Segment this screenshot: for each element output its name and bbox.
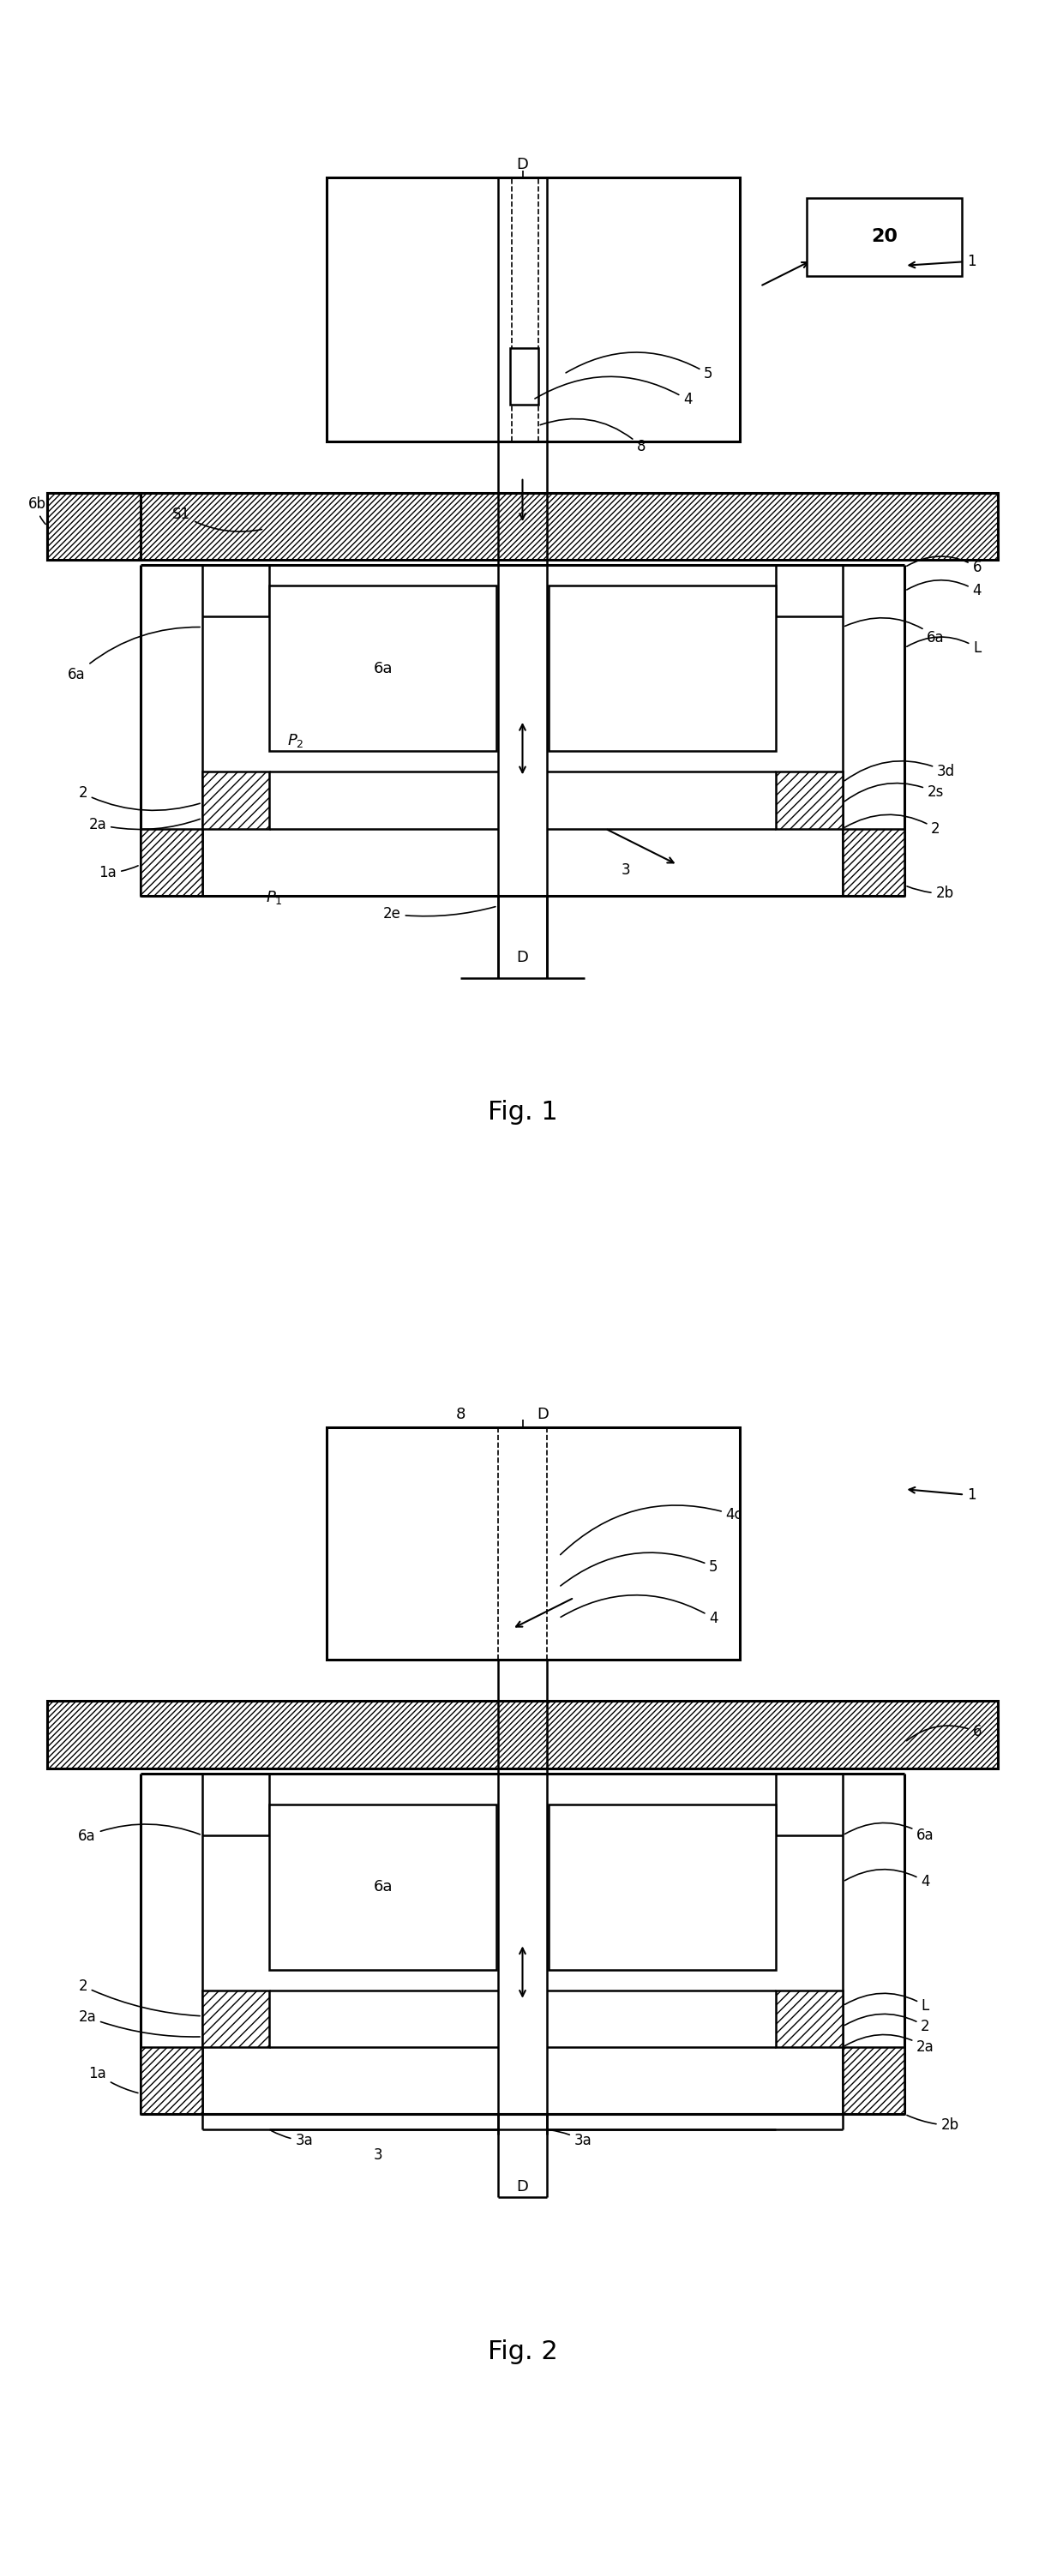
Text: 1a: 1a (89, 2066, 138, 2092)
Bar (326, 178, 740, 440)
Text: 2: 2 (844, 814, 941, 837)
Bar (510, 348, 538, 404)
Text: D: D (516, 157, 529, 173)
Text: 1a: 1a (99, 866, 138, 881)
Text: 2b: 2b (907, 2115, 959, 2133)
Text: 4: 4 (844, 1870, 930, 1888)
Text: 6a: 6a (373, 1880, 393, 1893)
Text: 6: 6 (907, 556, 981, 574)
Text: 3a: 3a (550, 2130, 591, 2148)
Text: 3: 3 (622, 863, 630, 878)
Text: 2a: 2a (89, 817, 200, 832)
Bar (47, 1700, 998, 1767)
Text: 4: 4 (535, 376, 692, 407)
Bar (270, 1803, 496, 1971)
Bar (842, 2048, 905, 2115)
Text: 2b: 2b (907, 886, 954, 902)
Bar (549, 585, 775, 752)
Text: L: L (907, 636, 981, 654)
Text: 4: 4 (561, 1595, 718, 1625)
Text: 5: 5 (560, 1553, 718, 1587)
Text: D: D (516, 2179, 529, 2195)
Text: 2e: 2e (384, 907, 495, 922)
Text: 2a: 2a (78, 2009, 200, 2038)
Bar (549, 1803, 775, 1971)
Bar (203, 773, 270, 829)
Bar (775, 773, 842, 829)
Bar (203, 1991, 270, 2048)
Text: 2a: 2a (844, 2035, 934, 2056)
FancyBboxPatch shape (807, 198, 961, 276)
Text: Fig. 2: Fig. 2 (487, 2339, 558, 2365)
Text: Fig. 1: Fig. 1 (487, 1100, 558, 1126)
Bar (842, 829, 905, 896)
Bar (326, 1427, 740, 1659)
Bar (270, 585, 496, 752)
Text: D: D (537, 1406, 549, 1422)
Text: D: D (516, 951, 529, 966)
Text: L: L (844, 1994, 929, 2014)
Bar (140, 2048, 203, 2115)
Text: 6a: 6a (78, 1824, 200, 1844)
Text: 5: 5 (566, 353, 713, 381)
Text: 8: 8 (456, 1406, 465, 1422)
Text: 6a: 6a (68, 626, 200, 683)
Text: 6a: 6a (845, 618, 945, 644)
Text: 6b: 6b (28, 497, 46, 523)
Text: $P_2$: $P_2$ (286, 732, 304, 750)
Text: $P_1$: $P_1$ (266, 889, 283, 907)
Text: 4: 4 (907, 580, 981, 598)
Text: 1: 1 (909, 252, 976, 268)
Text: 6: 6 (907, 1723, 981, 1741)
Bar (47, 492, 998, 559)
Text: S1: S1 (172, 507, 262, 531)
Bar (140, 829, 203, 896)
Bar (775, 1991, 842, 2048)
Text: 3: 3 (373, 2148, 382, 2164)
Bar (47, 492, 140, 559)
Text: 6a: 6a (844, 1824, 934, 1842)
Text: 2: 2 (844, 2014, 930, 2035)
Text: 3a: 3a (272, 2130, 314, 2148)
Text: 2: 2 (78, 1978, 200, 2017)
Text: 8: 8 (540, 420, 646, 453)
Text: 1: 1 (909, 1486, 976, 1502)
Text: 2: 2 (78, 786, 200, 811)
Text: 4c: 4c (560, 1504, 743, 1556)
Text: 2s: 2s (844, 783, 944, 801)
Text: 6a: 6a (373, 659, 393, 675)
Text: 3d: 3d (844, 760, 955, 781)
Text: 20: 20 (870, 229, 898, 245)
